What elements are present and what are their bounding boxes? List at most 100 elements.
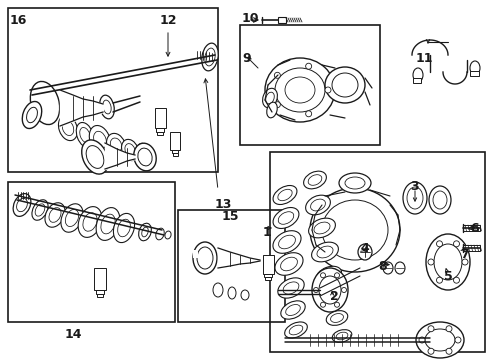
Ellipse shape [311, 242, 338, 262]
Ellipse shape [402, 182, 426, 214]
Ellipse shape [316, 246, 332, 258]
Ellipse shape [274, 253, 303, 275]
Text: 3: 3 [409, 180, 418, 193]
Ellipse shape [193, 242, 217, 274]
Bar [193, 250, 198, 258]
Text: 2: 2 [329, 290, 338, 303]
Bar [240, 25, 379, 145]
Ellipse shape [62, 121, 74, 136]
Ellipse shape [325, 293, 339, 303]
Bar [462, 245, 479, 251]
Ellipse shape [13, 194, 31, 216]
Circle shape [436, 277, 442, 283]
Ellipse shape [433, 244, 461, 280]
Text: 6: 6 [469, 222, 478, 235]
Ellipse shape [432, 191, 446, 209]
Ellipse shape [81, 140, 108, 174]
Bar [171, 150, 178, 153]
Bar [97, 293, 103, 297]
Ellipse shape [49, 208, 61, 222]
Circle shape [461, 259, 467, 265]
Ellipse shape [425, 234, 469, 290]
Ellipse shape [202, 43, 218, 71]
Bar [96, 289, 104, 293]
Ellipse shape [164, 231, 171, 239]
Ellipse shape [280, 257, 297, 271]
Ellipse shape [197, 247, 213, 269]
Ellipse shape [26, 107, 38, 123]
Ellipse shape [305, 195, 330, 215]
Ellipse shape [65, 210, 79, 226]
Ellipse shape [118, 219, 130, 237]
Bar [462, 225, 479, 231]
Ellipse shape [272, 185, 296, 204]
Bar [156, 128, 163, 132]
Circle shape [320, 302, 325, 307]
Circle shape [436, 241, 442, 247]
Ellipse shape [142, 227, 148, 237]
Ellipse shape [331, 330, 351, 342]
Ellipse shape [280, 301, 305, 319]
Ellipse shape [139, 147, 148, 159]
Bar [94, 268, 106, 289]
Circle shape [334, 302, 339, 307]
Ellipse shape [213, 283, 223, 297]
Circle shape [452, 241, 459, 247]
Ellipse shape [93, 131, 106, 149]
Ellipse shape [283, 282, 298, 294]
Ellipse shape [310, 199, 325, 211]
Bar [154, 108, 165, 128]
Ellipse shape [338, 173, 370, 193]
Circle shape [427, 348, 433, 354]
Text: 12: 12 [160, 14, 177, 27]
Ellipse shape [80, 127, 90, 143]
Ellipse shape [382, 262, 392, 274]
Ellipse shape [83, 213, 97, 231]
Ellipse shape [272, 207, 298, 229]
Ellipse shape [321, 270, 336, 280]
Ellipse shape [415, 322, 463, 358]
Ellipse shape [278, 212, 293, 224]
Ellipse shape [394, 262, 404, 274]
Ellipse shape [134, 143, 156, 171]
Ellipse shape [78, 207, 102, 237]
Circle shape [305, 111, 311, 117]
Bar [8, 8, 218, 172]
Ellipse shape [285, 305, 300, 315]
Ellipse shape [45, 203, 65, 227]
Circle shape [418, 337, 424, 343]
Ellipse shape [274, 68, 325, 112]
Ellipse shape [307, 175, 321, 185]
Ellipse shape [102, 100, 111, 114]
Bar [269, 152, 484, 352]
Ellipse shape [357, 244, 371, 260]
Bar [412, 78, 420, 83]
Bar [469, 71, 478, 76]
Ellipse shape [325, 67, 364, 103]
Ellipse shape [61, 204, 83, 232]
Bar [264, 274, 271, 277]
Ellipse shape [412, 68, 422, 82]
Circle shape [445, 348, 451, 354]
Circle shape [427, 259, 433, 265]
Ellipse shape [406, 187, 422, 209]
Ellipse shape [22, 102, 41, 129]
Text: 5: 5 [443, 270, 452, 283]
Circle shape [334, 273, 339, 278]
Text: 10: 10 [242, 12, 259, 25]
Bar [262, 255, 273, 274]
Ellipse shape [100, 95, 114, 119]
Bar [278, 17, 285, 23]
Circle shape [274, 72, 280, 78]
Text: 8: 8 [377, 260, 386, 273]
Circle shape [445, 326, 451, 332]
Ellipse shape [241, 290, 248, 300]
Ellipse shape [313, 222, 329, 234]
Ellipse shape [139, 223, 151, 241]
Text: 13: 13 [215, 198, 232, 211]
Ellipse shape [138, 148, 152, 166]
Ellipse shape [110, 138, 122, 152]
Bar [172, 153, 177, 156]
Circle shape [341, 288, 346, 292]
Ellipse shape [318, 276, 340, 304]
